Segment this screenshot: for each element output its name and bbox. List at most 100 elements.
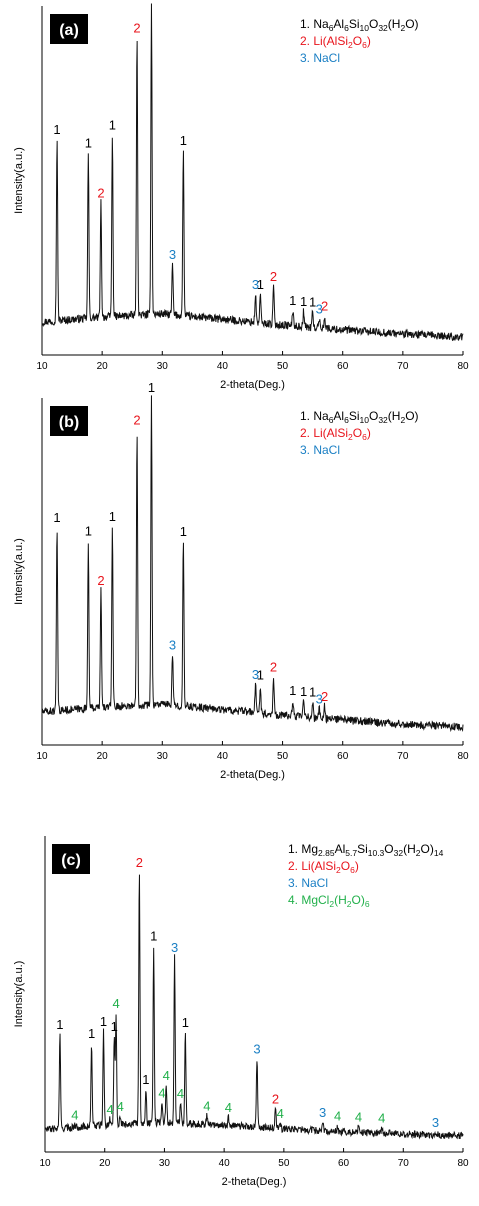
peak-label: 1 <box>300 294 307 309</box>
peak-label: 1 <box>88 1026 95 1041</box>
x-tick-label: 50 <box>278 1158 290 1169</box>
legend-entry: 1. Mg2.85Al5.7Si10.3O32(H2O)14 <box>288 842 444 858</box>
x-tick-label: 80 <box>457 751 469 762</box>
peak-label: 3 <box>316 301 323 316</box>
peak-label: 3 <box>169 637 176 652</box>
peak-label: 4 <box>334 1109 341 1124</box>
x-tick-label: 20 <box>97 361 109 372</box>
peak-label: 1 <box>53 510 60 525</box>
x-axis-label: 2-theta(Deg.) <box>220 379 285 391</box>
peak-label: 1 <box>289 293 296 308</box>
peak-label: 1 <box>85 135 92 150</box>
x-tick-label: 30 <box>159 1158 171 1169</box>
peak-label: 1 <box>142 1072 149 1087</box>
y-axis-label: Intensity(a.u.) <box>13 538 25 605</box>
x-tick-label: 40 <box>217 361 229 372</box>
peak-label: 1 <box>309 294 316 309</box>
legend-entry: 3. NaCl <box>300 443 340 457</box>
legend-entry: 2. Li(AlSi2O6) <box>300 34 371 50</box>
svg-text:(c): (c) <box>61 852 81 869</box>
x-tick-label: 30 <box>157 361 169 372</box>
peak-label: 3 <box>252 667 259 682</box>
x-tick-label: 20 <box>99 1158 111 1169</box>
peak-label: 1 <box>85 523 92 538</box>
y-axis-label: Intensity(a.u.) <box>13 147 25 214</box>
x-tick-label: 80 <box>457 361 469 372</box>
peak-label: 1 <box>109 509 116 524</box>
x-tick-label: 10 <box>39 1158 51 1169</box>
peak-label: 2 <box>321 299 328 314</box>
x-tick-label: 70 <box>397 361 409 372</box>
x-tick-label: 80 <box>457 1158 469 1169</box>
peak-label: 2 <box>270 659 277 674</box>
legend-entry: 1. Na6Al6Si10O32(H2O) <box>300 17 419 33</box>
peak-label: 2 <box>133 21 140 36</box>
peak-label: 3 <box>316 692 323 707</box>
peak-label: 4 <box>158 1085 165 1100</box>
x-tick-label: 10 <box>36 361 48 372</box>
legend-entry: 3. NaCl <box>288 876 328 890</box>
peak-label: 1 <box>109 118 116 133</box>
peak-label: 4 <box>71 1107 78 1122</box>
y-axis-label: Intensity(a.u.) <box>13 961 25 1028</box>
peak-label: 1 <box>257 668 264 683</box>
legend-entry: 2. Li(AlSi2O6) <box>300 426 371 442</box>
peak-label: 2 <box>321 689 328 704</box>
legend-entry: 2. Li(AlSi2O6) <box>288 859 359 875</box>
peak-label: 4 <box>177 1086 184 1101</box>
peak-label: 2 <box>97 185 104 200</box>
peak-label: 4 <box>355 1110 362 1125</box>
peak-label: 4 <box>117 1099 124 1114</box>
x-tick-label: 40 <box>219 1158 231 1169</box>
spectrum-line <box>41 3 464 342</box>
peak-label: 3 <box>432 1115 439 1130</box>
peak-label: 1 <box>180 133 187 148</box>
peak-label: 3 <box>171 940 178 955</box>
peak-label: 4 <box>163 1068 170 1083</box>
peak-label: 4 <box>277 1106 284 1121</box>
legend-entry: 4. MgCl2(H2O)6 <box>288 893 370 909</box>
peak-label: 3 <box>252 277 259 292</box>
panel-label: (b) <box>50 406 88 436</box>
x-tick-label: 60 <box>338 1158 350 1169</box>
legend-entry: 1. Na6Al6Si10O32(H2O) <box>300 409 419 425</box>
x-axis-label: 2-theta(Deg.) <box>220 769 285 781</box>
peak-label: 4 <box>203 1099 210 1114</box>
peak-label: 4 <box>225 1100 232 1115</box>
peak-label: 4 <box>112 996 119 1011</box>
x-tick-label: 70 <box>397 751 409 762</box>
peak-label: 1 <box>257 277 264 292</box>
x-axis-label: 2-theta(Deg.) <box>222 1176 287 1188</box>
peak-label: 1 <box>148 380 155 395</box>
x-tick-label: 50 <box>277 751 289 762</box>
peak-label: 1 <box>150 928 157 943</box>
peak-label: 2 <box>272 1091 279 1106</box>
peak-label: 1 <box>182 1015 189 1030</box>
spectrum-line <box>41 395 464 733</box>
peak-label: 1 <box>53 122 60 137</box>
peak-label: 1 <box>309 685 316 700</box>
x-tick-label: 60 <box>337 751 349 762</box>
peak-label: 3 <box>319 1105 326 1120</box>
peak-label: 3 <box>253 1042 260 1057</box>
x-tick-label: 50 <box>277 361 289 372</box>
svg-text:(b): (b) <box>59 414 79 431</box>
spectrum-line <box>44 874 464 1140</box>
peak-label: 2 <box>270 269 277 284</box>
peak-label: 1 <box>56 1017 63 1032</box>
peak-label: 4 <box>378 1110 385 1125</box>
x-tick-label: 10 <box>36 751 48 762</box>
peak-label: 4 <box>106 1102 113 1117</box>
x-tick-label: 20 <box>97 751 109 762</box>
x-tick-label: 70 <box>398 1158 410 1169</box>
panel-label: (a) <box>50 14 88 44</box>
panel-label: (c) <box>52 844 90 874</box>
x-tick-label: 60 <box>337 361 349 372</box>
peak-label: 1 <box>180 524 187 539</box>
peak-label: 1 <box>289 683 296 698</box>
xrd-panel-2: 10 20 30 40 50 60 70 80 2-theta(Deg.) Intensity(a… <box>13 380 469 781</box>
peak-label: 1 <box>100 1014 107 1029</box>
peak-label: 1 <box>111 1019 118 1034</box>
svg-text:(a): (a) <box>59 22 79 39</box>
